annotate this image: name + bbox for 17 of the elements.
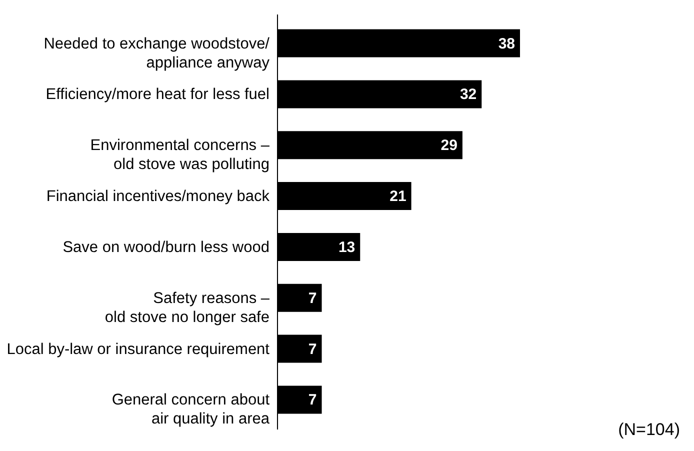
- y-tick-label: Save on wood/burn less wood: [62, 238, 270, 256]
- text: (N=104): [618, 420, 680, 440]
- data-label: 7: [308, 340, 317, 358]
- y-tick-label: General concern about air quality in area: [112, 392, 270, 428]
- data-label: 21: [390, 188, 406, 206]
- y-tick-label: Safety reasons – old stove no longer safe: [104, 290, 270, 326]
- data-label: 7: [308, 392, 317, 409]
- y-tick-label: Local by-law or insurance requirement: [6, 340, 270, 358]
- y-tick-label: Financial incentives/money back: [46, 188, 270, 206]
- y-tick-label: Efficiency/more heat for less fuel: [46, 86, 270, 104]
- data-label: 38: [498, 35, 515, 52]
- data-label: 13: [338, 238, 356, 256]
- data-label: 32: [460, 86, 477, 104]
- y-tick-label: Needed to exchange woodstove/ appliance anyway: [44, 35, 270, 72]
- y-tick-label: Environmental concerns – old stove was polluting: [90, 137, 270, 174]
- data-label: 29: [440, 137, 458, 154]
- data-label: 7: [308, 290, 317, 307]
